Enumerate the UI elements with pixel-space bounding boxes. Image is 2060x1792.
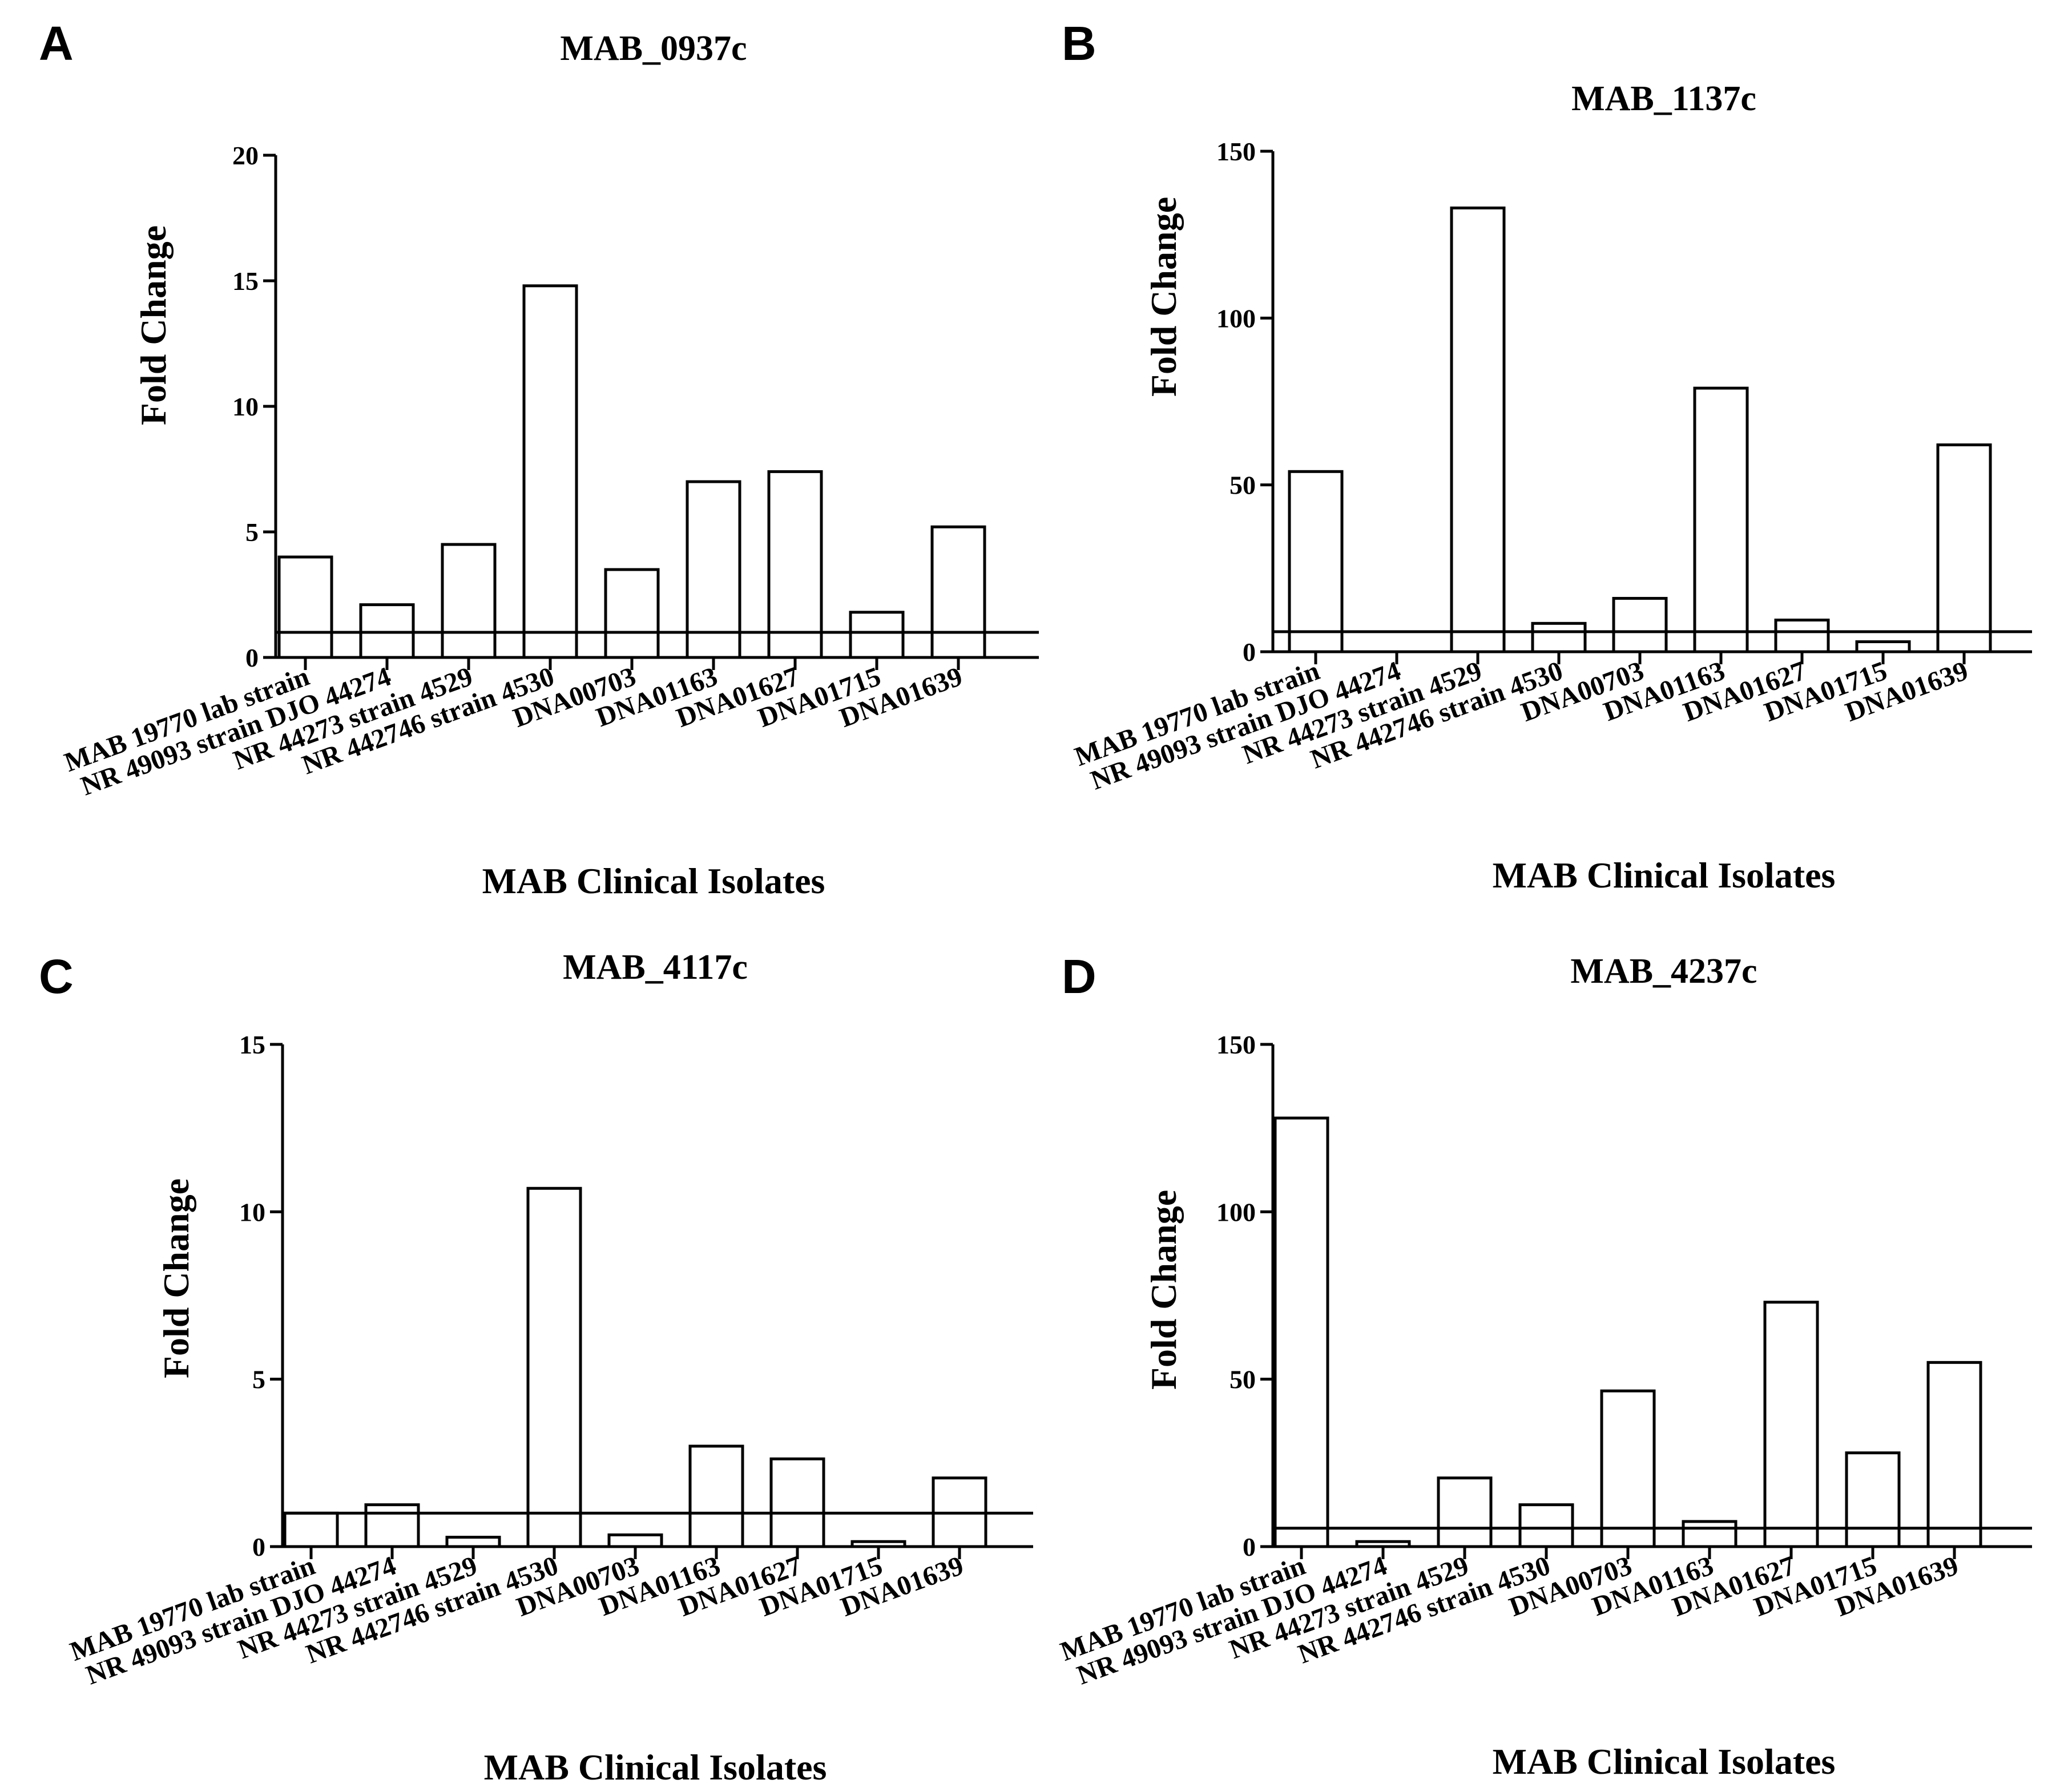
bar [1845,1451,1901,1548]
bar [1518,1503,1574,1548]
chart-title: MAB_1137c [1571,79,1756,118]
bar [1763,1301,1819,1548]
bar [769,1457,825,1548]
bar [930,525,986,659]
bar [1693,386,1749,653]
bar [1936,443,1992,653]
bar [441,543,497,659]
x-axis-title: MAB Clinical Isolates [1493,855,1836,895]
y-tick-label: 20 [232,141,259,170]
bar [1450,206,1506,653]
bar [688,1444,744,1548]
bar [849,611,905,659]
bar [522,284,578,659]
y-axis-title: Fold Change [1143,197,1184,397]
chart-panel-a: A MAB_0937c Fold Change MAB Clinical Isolat… [39,17,1039,901]
bar [1612,596,1668,653]
y-tick-label: 0 [245,643,259,672]
y-tick-label: 50 [1229,1365,1256,1394]
y-axis-title: Fold Change [156,1178,196,1378]
chart-panel-b: B MAB_1137c Fold Change MAB Clinical Isolat… [1062,17,2032,895]
bar [1774,618,1830,653]
y-tick-label: 0 [252,1532,265,1561]
bar [1855,640,1911,653]
y-tick-label: 10 [232,392,259,421]
bar [364,1503,420,1548]
bar [283,1511,339,1548]
chart-title: MAB_4117c [563,948,748,987]
x-axis-title: MAB Clinical Isolates [482,861,825,901]
bar [767,470,823,659]
bar [1682,1520,1738,1548]
y-tick-label: 0 [1243,1532,1256,1561]
y-tick-label: 5 [252,1365,265,1394]
y-tick-label: 150 [1216,1030,1256,1059]
y-tick-label: 100 [1216,1197,1256,1226]
bar [526,1186,582,1548]
panel-letter: B [1062,17,1096,70]
y-tick-label: 150 [1216,137,1256,166]
bar [1600,1389,1656,1548]
y-tick-label: 50 [1229,471,1256,500]
panel-letter: A [39,17,74,70]
bar [1288,470,1344,653]
chart-panel-c: C MAB_4117c Fold Change MAB Clinical Isolat… [39,948,1033,1787]
y-tick-label: 100 [1216,304,1256,333]
chart-title: MAB_4237c [1570,952,1757,991]
bar [277,555,333,659]
bar [1437,1476,1493,1548]
y-tick-label: 15 [232,267,259,296]
y-tick-label: 0 [1243,637,1256,667]
bar [607,1533,663,1548]
panel-letter: C [39,950,74,1003]
chart-panel-d: D MAB_4237c Fold Change MAB Clinical Isolat… [1057,950,2032,1782]
x-axis-title: MAB Clinical Isolates [1493,1741,1836,1782]
bar [1926,1361,1982,1548]
bar [1531,621,1587,653]
y-axis-title: Fold Change [1143,1190,1184,1390]
y-tick-label: 15 [239,1030,265,1059]
y-axis-title: Fold Change [133,225,174,425]
bar [604,568,660,659]
y-tick-label: 5 [245,518,259,547]
x-axis-title: MAB Clinical Isolates [484,1747,827,1787]
panel-letter: D [1062,950,1096,1003]
bar [1273,1116,1329,1548]
chart-title: MAB_0937c [560,29,747,68]
y-tick-label: 10 [239,1197,265,1226]
